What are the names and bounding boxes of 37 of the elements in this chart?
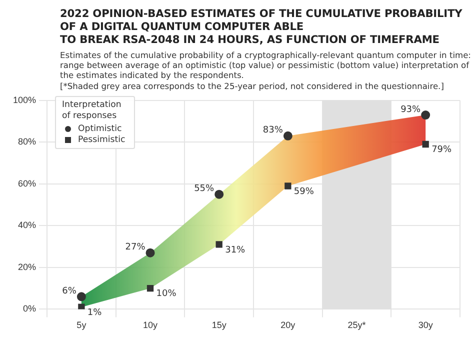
- data-label: 27%: [125, 242, 146, 253]
- x-tick-label: 10y: [143, 320, 158, 330]
- point: [422, 140, 429, 148]
- legend-label: Pessimistic: [78, 134, 126, 146]
- y-tick-label: 60%: [18, 178, 36, 188]
- x-tick-label: 30y: [418, 320, 434, 330]
- x-tick-label: 25y*: [348, 320, 366, 330]
- y-tick-label: 0%: [23, 304, 36, 314]
- legend-title: Interpretation of responses: [62, 100, 122, 122]
- x-tick-label: 20y: [280, 320, 296, 330]
- point: [78, 304, 85, 310]
- data-label: 31%: [225, 245, 246, 256]
- point: [76, 292, 86, 302]
- y-tick-label: 80%: [18, 136, 36, 147]
- y-tick-label: 100%: [12, 94, 36, 105]
- point: [146, 284, 154, 292]
- data-label: 93%: [400, 104, 422, 115]
- point: [216, 241, 222, 248]
- point: [421, 110, 430, 120]
- data-label: 1%: [87, 308, 102, 318]
- legend-label: Optimistic: [78, 124, 122, 134]
- data-label: 79%: [432, 145, 452, 156]
- x-tick-label: 5y: [76, 320, 87, 330]
- y-tick-label: 40%: [18, 220, 36, 230]
- chart-title: 2022 OPINION-BASED ESTIMATES OF THE CUMULATIVE PROBABILITY OF A DIGITAL QUANTUM COMPUTER ABLE TO BREAK RSA-2048 IN 24 HOURS, AS FUNCTION OF TIMEFRAME: [60, 8, 464, 47]
- y-tick-label: 20%: [18, 262, 36, 272]
- data-label: 59%: [294, 186, 314, 197]
- data-label: 55%: [194, 184, 215, 194]
- data-label: 10%: [156, 289, 177, 300]
- point: [284, 182, 292, 190]
- point: [146, 248, 155, 258]
- x-tick-label: 15y: [212, 320, 227, 330]
- point: [214, 190, 224, 199]
- data-label: 83%: [262, 126, 284, 136]
- chart-subtitle: Estimates of the cumulative probability of a cryptographically-relevant quantum computer in time: range between average of an optimistic (top value) or pessimistic (bottom value) interpretation of the estimates indicated by the respondents. [*Shaded grey area corresponds to the 25-year period, not considered in the questionnaire.]: [60, 50, 472, 91]
- data-label: 6%: [62, 286, 77, 297]
- point: [283, 131, 292, 140]
